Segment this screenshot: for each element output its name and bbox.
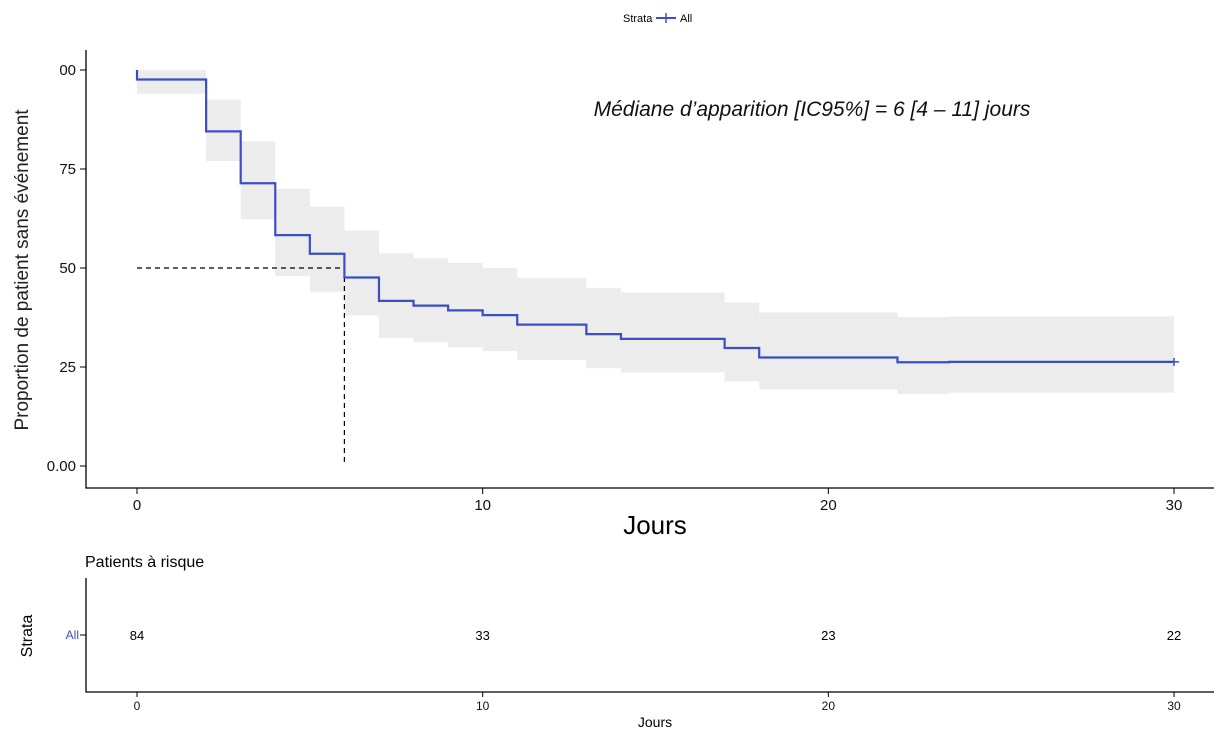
y-axis-label: Proportion de patient sans événement [12, 109, 33, 431]
confidence-band-segment [448, 262, 483, 348]
confidence-band-segment [949, 316, 1174, 393]
y-tick-label: 00 [59, 62, 76, 79]
confidence-band-segment [759, 312, 898, 390]
risk-table: Patients à risque Strata All 84 33 23 22 0 1… [19, 554, 1214, 729]
median-annotation: Médiane d’apparition [IC95%] = 6 [4 – 11… [594, 98, 1031, 121]
risk-values: 84 33 23 22 [130, 628, 1181, 643]
confidence-band-segment [724, 302, 760, 382]
risk-value: 22 [1167, 628, 1181, 643]
y-tick-label: 0.00 [47, 458, 76, 475]
confidence-band-segment [378, 253, 414, 339]
survival-curve-layer [135, 70, 1179, 366]
y-tick-label: 75 [59, 161, 76, 178]
main-axes [85, 50, 1214, 489]
confidence-band-segment [240, 141, 276, 220]
risk-x-axis-ticks: 0 10 20 30 [134, 692, 1181, 713]
x-tick-label: 30 [1166, 497, 1183, 514]
x-axis-ticks: 0 10 20 30 [133, 488, 1183, 514]
y-tick-label: 50 [59, 260, 76, 277]
confidence-band-segment [413, 258, 449, 343]
y-axis-ticks: 0.00 25 50 75 00 [47, 62, 86, 475]
x-tick-label: 10 [474, 497, 491, 514]
legend-title: Strata [623, 13, 653, 25]
survival-curve-all [135, 70, 1174, 364]
x-tick-label: 0 [133, 497, 141, 514]
legend-entry-all: All [680, 13, 692, 25]
y-tick-label: 25 [59, 359, 76, 376]
confidence-band-segment [897, 317, 950, 394]
risk-table-title: Patients à risque [85, 554, 204, 571]
risk-x-tick-label: 10 [476, 699, 490, 713]
x-axis-label: Jours [623, 510, 687, 540]
risk-value: 33 [475, 628, 489, 643]
confidence-band-segment [344, 230, 379, 316]
confidence-band-segment [275, 188, 310, 276]
survival-plot: 0 10 20 30 0.00 25 50 75 00 Proportion de patie… [12, 50, 1214, 540]
risk-row-label-all: All [66, 628, 79, 642]
confidence-band-segment [309, 206, 345, 292]
confidence-band-segment [137, 70, 207, 94]
risk-value: 23 [821, 628, 835, 643]
confidence-band-segment [620, 292, 725, 373]
risk-table-y-label: Strata [19, 615, 36, 658]
median-lines [137, 267, 345, 466]
confidence-band-layer [137, 70, 1174, 394]
legend: Strata All [623, 13, 692, 25]
risk-x-tick-label: 0 [134, 699, 141, 713]
x-tick-label: 20 [820, 497, 837, 514]
risk-x-axis-label: Jours [638, 714, 672, 729]
risk-x-tick-label: 20 [822, 699, 836, 713]
risk-value: 84 [130, 628, 144, 643]
confidence-band-segment [586, 287, 621, 369]
risk-table-axes [85, 578, 1214, 693]
confidence-band-segment [517, 277, 587, 360]
risk-x-tick-label: 30 [1167, 699, 1181, 713]
confidence-band-segment [482, 268, 518, 352]
